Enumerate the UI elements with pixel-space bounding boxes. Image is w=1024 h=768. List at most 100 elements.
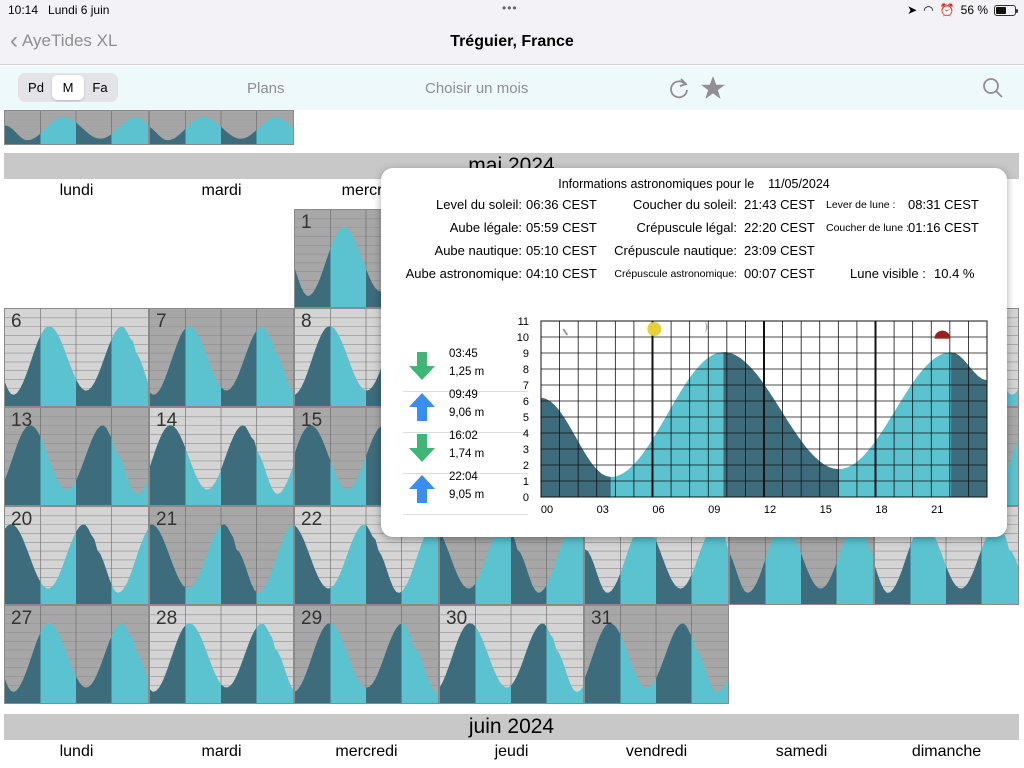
- tide-area-dark: [221, 111, 257, 144]
- civil-dusk-value: 22:20 CEST: [744, 220, 815, 235]
- astro-date: 11/05/2024: [768, 177, 830, 191]
- day-number: 1: [301, 212, 312, 234]
- multitasking-dots-icon[interactable]: •••: [502, 1, 518, 15]
- moon-visible-value: 10.4 %: [934, 266, 974, 281]
- sunrise-label: Level du soleil:: [436, 197, 522, 212]
- moonrise-label: Lever de lune :: [826, 199, 895, 211]
- tide-area-dark: [723, 321, 838, 497]
- tide-area-dark: [221, 606, 257, 703]
- weekday-label: lundi: [4, 182, 149, 204]
- nautical-dusk-value: 23:09 CEST: [744, 243, 815, 258]
- astro-dawn-label: Aube astronomique:: [406, 266, 522, 281]
- tide-curve: [5, 111, 148, 144]
- tide-area-dark: [511, 606, 547, 703]
- calendar-cell-prev[interactable]: [149, 110, 294, 145]
- segment-m[interactable]: M: [52, 75, 84, 100]
- x-tick-label: 15: [820, 504, 832, 516]
- y-tick-label: 4: [523, 428, 529, 440]
- sunrise-value: 06:36 CEST: [526, 197, 597, 212]
- weekday-label: jeudi: [439, 743, 584, 765]
- tide-curve: [150, 111, 293, 144]
- battery-fill: [996, 7, 1006, 14]
- refresh-icon[interactable]: [668, 76, 690, 100]
- weekday-label: dimanche: [874, 743, 1019, 765]
- battery-icon: [994, 5, 1016, 16]
- arrow-down-icon: [407, 350, 437, 382]
- plans-button[interactable]: Plans: [247, 80, 285, 97]
- calendar-day-28[interactable]: 28: [149, 605, 294, 704]
- moon-visible-label: Lune visible :: [850, 266, 926, 281]
- search-icon[interactable]: [982, 77, 1004, 99]
- weekday-label: samedi: [729, 743, 874, 765]
- tide-time: 09:49: [449, 389, 478, 401]
- moonset-icon: [563, 329, 567, 335]
- calendar-day-6[interactable]: 6: [4, 308, 149, 407]
- nautical-dawn-label: Aube nautique:: [435, 243, 522, 258]
- y-tick-label: 11: [518, 316, 529, 328]
- tide-entry-high[interactable]: 22:04 9,05 m: [403, 463, 528, 515]
- tide-height: 9,06 m: [449, 407, 484, 419]
- astronomy-info-popup: Informations astronomiques pour le 11/05…: [381, 168, 1007, 537]
- day-number: 13: [11, 410, 32, 432]
- astro-dusk-label: Crépuscule astronomique:: [614, 268, 737, 280]
- x-tick-label: 00: [541, 504, 553, 516]
- tide-area-dark: [150, 111, 186, 144]
- weekday-label: mardi: [149, 743, 294, 765]
- day-number: 7: [156, 311, 167, 333]
- day-number: 14: [156, 410, 177, 432]
- navigation-bar: ‹ AyeTides XL Tréguier, France: [0, 20, 1024, 65]
- star-icon[interactable]: [700, 75, 726, 101]
- day-number: 22: [301, 509, 322, 531]
- day-number: 8: [301, 311, 312, 333]
- moonrise-marker-icon: [934, 331, 950, 339]
- choose-month-button[interactable]: Choisir un mois: [425, 80, 528, 97]
- calendar-cell-prev[interactable]: [4, 110, 149, 145]
- calendar-day-20[interactable]: 20: [4, 506, 149, 605]
- x-tick-label: 03: [597, 504, 609, 516]
- x-tick-label: 09: [708, 504, 720, 516]
- tide-time: 03:45: [449, 348, 478, 360]
- weekday-label: vendredi: [584, 743, 729, 765]
- tide-height: 1,25 m: [449, 366, 484, 378]
- moon-icon: [705, 321, 708, 333]
- status-bar: 10:14 Lundi 6 juin ••• ➤ ◠ ⏰ 56 %: [0, 0, 1024, 20]
- tide-area-dark: [951, 321, 987, 497]
- astro-dawn-value: 04:10 CEST: [526, 266, 597, 281]
- tide-area-dark: [221, 507, 257, 604]
- calendar-day-7[interactable]: 7: [149, 308, 294, 407]
- calendar-day-29[interactable]: 29: [294, 605, 439, 704]
- y-tick-label: 1: [523, 476, 529, 488]
- calendar-day-14[interactable]: 14: [149, 407, 294, 506]
- tide-area-dark: [221, 309, 257, 406]
- segment-fa[interactable]: Fa: [84, 75, 116, 100]
- y-tick-label: 5: [523, 412, 529, 424]
- tide-height: 9,05 m: [449, 489, 484, 501]
- tide-area-dark: [5, 111, 41, 144]
- tide-area-dark: [76, 111, 112, 144]
- calendar-day-30[interactable]: 30: [439, 605, 584, 704]
- calendar-day-31[interactable]: 31: [584, 605, 729, 704]
- day-number: 29: [301, 608, 322, 630]
- tide-area-dark: [366, 606, 402, 703]
- weekday-header-next: lundi mardi mercredi jeudi vendredi same…: [4, 743, 1019, 765]
- nautical-dusk-label: Crépuscule nautique:: [614, 243, 737, 258]
- tide-time: 16:02: [449, 430, 478, 442]
- status-time: 10:14: [8, 3, 38, 17]
- y-tick-label: 7: [523, 380, 529, 392]
- x-tick-label: 12: [764, 504, 776, 516]
- calendar-day-13[interactable]: 13: [4, 407, 149, 506]
- tide-area-dark: [76, 507, 112, 604]
- x-tick-label: 06: [652, 504, 664, 516]
- calendar-day-21[interactable]: 21: [149, 506, 294, 605]
- y-tick-label: 3: [523, 444, 529, 456]
- view-segmented-control: Pd M Fa: [18, 73, 118, 102]
- weekday-label: mercredi: [294, 743, 439, 765]
- weekday-label: mardi: [149, 182, 294, 204]
- y-tick-label: 9: [523, 348, 529, 360]
- astro-title: Informations astronomiques pour le 11/05…: [381, 177, 1007, 191]
- calendar-day-27[interactable]: 27: [4, 605, 149, 704]
- segment-pd[interactable]: Pd: [20, 75, 52, 100]
- arrow-down-icon: [407, 432, 437, 464]
- y-tick-label: 2: [523, 460, 529, 472]
